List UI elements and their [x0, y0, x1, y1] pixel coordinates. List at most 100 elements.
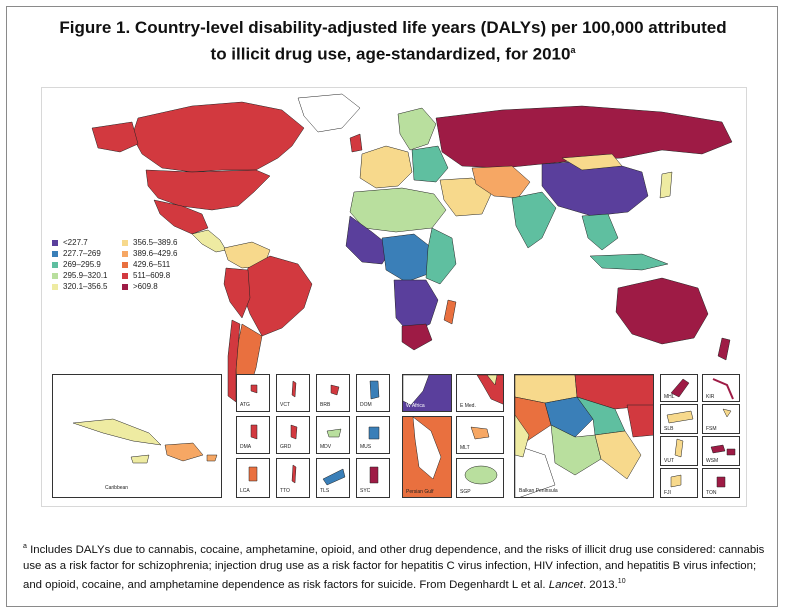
inset-label-w-africa: W Africa	[406, 403, 425, 409]
persian-gulf-water	[412, 417, 442, 480]
footnote-reference: 10	[617, 577, 626, 585]
legend-item: 389.6–429.6	[122, 249, 178, 259]
ton-shape-path	[716, 476, 726, 488]
inset-ton: TON	[702, 468, 740, 498]
inset-label-tto: TTO	[280, 488, 290, 494]
inset-w-africa: W Africa	[402, 374, 452, 412]
country-middle-east	[439, 177, 493, 217]
mlt-map	[470, 426, 490, 440]
slb-shape	[666, 410, 694, 424]
w-africa-map	[403, 375, 451, 411]
inset-balkan: Balkan Peninsula	[514, 374, 654, 498]
inset-sgp: SGP	[456, 458, 504, 498]
inset-atg: ATG	[236, 374, 270, 412]
mhl-shape	[670, 378, 690, 398]
inset-persian-gulf: Persian Gulf	[402, 416, 452, 498]
legend-item: 269–295.9	[52, 260, 101, 270]
legend-item: 429.6–511	[122, 260, 170, 270]
country-hispaniola	[164, 442, 204, 462]
country-new-zealand	[717, 337, 731, 361]
tto-shape	[291, 464, 297, 484]
inset-kir: KIR	[702, 374, 740, 402]
inset-label-vct: VCT	[280, 402, 290, 408]
grd-shape-path	[290, 424, 298, 440]
legend-label: 320.1–356.5	[63, 282, 108, 291]
inset-dom: DOM	[356, 374, 390, 412]
country-east-africa	[425, 227, 457, 285]
mdv-shape	[326, 428, 342, 438]
country-canada	[131, 101, 305, 173]
inset-label-fji: FJI	[664, 490, 671, 496]
country-peru-bolivia	[223, 267, 251, 319]
inset-label-syc: SYC	[360, 488, 371, 494]
country-alaska	[91, 121, 139, 153]
legend-item: <227.7	[52, 238, 88, 248]
balkan-sea	[515, 444, 556, 497]
balkan-turkey	[626, 404, 653, 438]
country-brazil	[241, 255, 313, 337]
fsm-shape-path	[722, 408, 732, 418]
inset-grd: GRD	[276, 416, 310, 454]
world-map	[91, 93, 733, 403]
inset-mdv: MDV	[316, 416, 350, 454]
dma-shape	[250, 424, 258, 440]
country-puerto-rico	[206, 454, 218, 462]
legend-swatch-1	[52, 239, 58, 246]
fji-shape-path	[670, 474, 682, 488]
inset-tto: TTO	[276, 458, 310, 498]
world-map-panel: <227.7 227.7–269 269–295.9 295.9–320.1 3…	[41, 87, 747, 507]
figure-frame: Figure 1. Country-level disability-adjus…	[6, 6, 778, 607]
country-uk	[349, 133, 363, 153]
inset-label-caribbean: Caribbean	[105, 485, 129, 491]
slb-shape-path	[666, 410, 694, 424]
e-med-land-2	[486, 375, 498, 386]
inset-wsm: WSM	[702, 436, 740, 466]
inset-label-slb: SLB	[664, 426, 674, 432]
inset-label-atg: ATG	[240, 402, 250, 408]
inset-label-dma: DMA	[240, 444, 252, 450]
footnote: a Includes DALYs due to cannabis, cocain…	[23, 539, 771, 593]
tls-shape-path	[322, 468, 346, 486]
legend-item: >609.8	[122, 282, 158, 292]
country-southern-africa	[393, 279, 439, 335]
caribbean-map	[72, 418, 218, 464]
inset-label-balkan: Balkan Peninsula	[519, 488, 558, 494]
country-mexico	[153, 199, 209, 235]
brb-shape	[330, 384, 340, 396]
inset-e-med: E Med.	[456, 374, 504, 412]
legend-label: 356.5–389.6	[133, 238, 178, 247]
country-greenland	[297, 93, 361, 133]
inset-label-dom: DOM	[360, 402, 372, 408]
inset-label-mhl: MHL	[664, 394, 675, 400]
inset-label-tls: TLS	[320, 488, 330, 494]
country-australia	[615, 277, 709, 345]
inset-label-persian-gulf: Persian Gulf	[406, 489, 434, 495]
country-western-europe	[359, 145, 413, 189]
legend-swatch-10	[122, 283, 128, 290]
legend-swatch-9	[122, 272, 128, 279]
mlt-shape	[470, 426, 490, 440]
legend-label: 429.6–511	[133, 260, 171, 269]
legend-swatch-8	[122, 261, 128, 268]
vut-shape	[674, 438, 684, 458]
country-scandinavia	[397, 107, 437, 151]
country-indonesia	[589, 253, 669, 271]
country-madagascar	[443, 299, 457, 325]
balkan-greece	[594, 430, 642, 480]
footnote-superscript: a	[23, 543, 27, 550]
footnote-journal: Lancet	[548, 578, 583, 591]
sgp-shape	[464, 465, 498, 485]
atg-shape	[250, 384, 258, 394]
inset-label-wsm: WSM	[706, 458, 719, 464]
inset-lca: LCA	[236, 458, 270, 498]
inset-mhl: MHL	[660, 374, 698, 402]
legend-swatch-7	[122, 250, 128, 257]
country-india	[511, 191, 557, 249]
dom-shape	[369, 380, 380, 400]
lca-shape	[248, 466, 258, 482]
title-line-1: Figure 1. Country-level disability-adjus…	[59, 18, 727, 37]
e-med-land	[476, 375, 503, 405]
mus-shape-path	[368, 426, 380, 440]
inset-label-grd: GRD	[280, 444, 292, 450]
inset-mlt: MLT	[456, 416, 504, 454]
